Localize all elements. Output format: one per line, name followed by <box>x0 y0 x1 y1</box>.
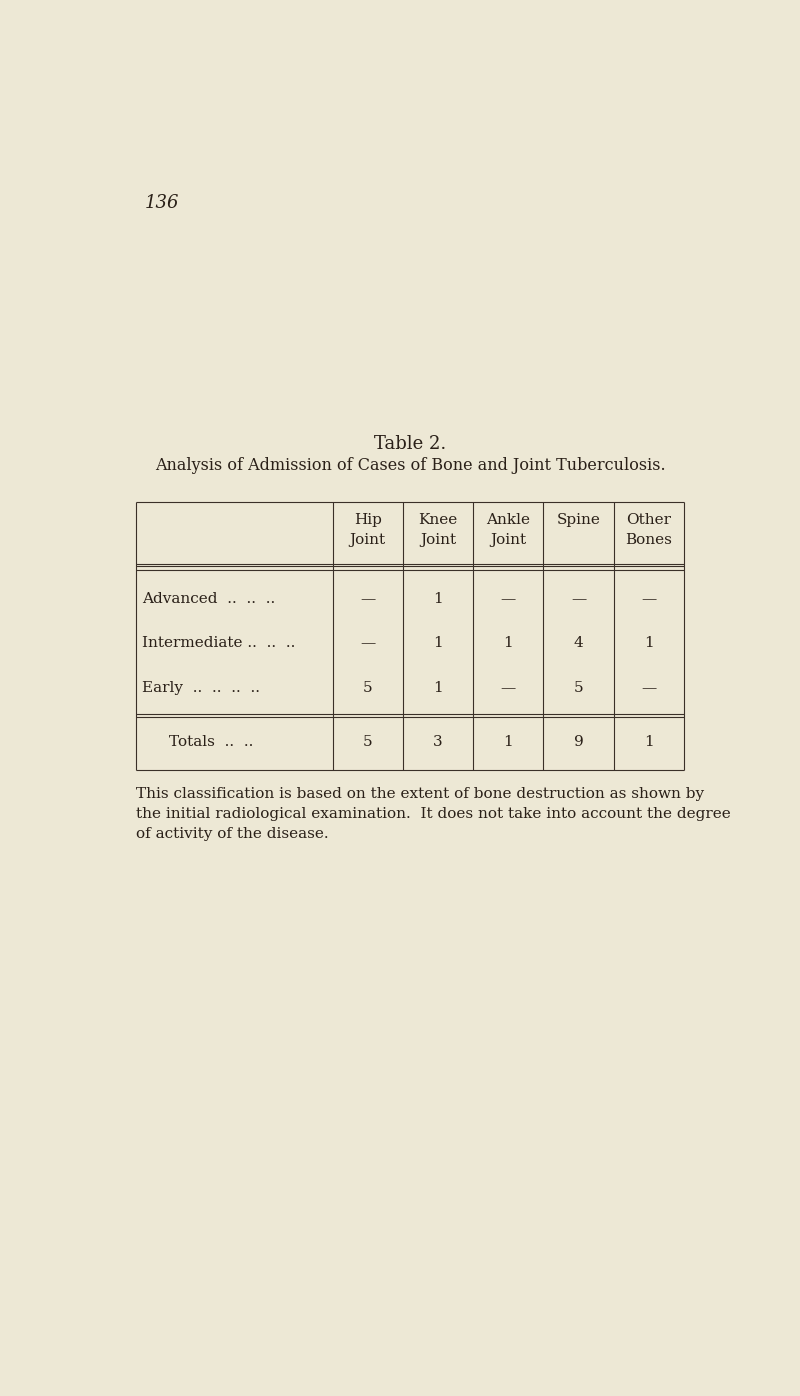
Text: —: — <box>360 592 375 606</box>
Text: —: — <box>360 637 375 651</box>
Text: —: — <box>571 592 586 606</box>
Text: 1: 1 <box>433 637 443 651</box>
Text: Hip
Joint: Hip Joint <box>350 514 386 547</box>
Text: 1: 1 <box>644 734 654 748</box>
Text: 4: 4 <box>574 637 583 651</box>
Text: 5: 5 <box>363 734 373 748</box>
Text: Knee
Joint: Knee Joint <box>418 514 458 547</box>
Text: —: — <box>642 592 657 606</box>
Text: Other
Bones: Other Bones <box>626 514 672 547</box>
Text: 3: 3 <box>433 734 442 748</box>
Text: 1: 1 <box>433 592 443 606</box>
Text: This classification is based on the extent of bone destruction as shown by
the i: This classification is based on the exte… <box>136 786 730 840</box>
Text: Analysis of Admission of Cases of Bone and Joint Tuberculosis.: Analysis of Admission of Cases of Bone a… <box>154 456 666 475</box>
Text: 136: 136 <box>145 194 179 212</box>
Text: 1: 1 <box>644 637 654 651</box>
Text: 1: 1 <box>433 681 443 695</box>
Text: Early  ..  ..  ..  ..: Early .. .. .. .. <box>142 681 260 695</box>
Text: 5: 5 <box>363 681 373 695</box>
Text: Advanced  ..  ..  ..: Advanced .. .. .. <box>142 592 275 606</box>
Text: Totals  ..  ..: Totals .. .. <box>170 734 254 748</box>
Text: Spine: Spine <box>557 514 601 528</box>
Text: 1: 1 <box>503 734 513 748</box>
Text: 1: 1 <box>503 637 513 651</box>
Text: Table 2.: Table 2. <box>374 434 446 452</box>
Text: —: — <box>501 681 516 695</box>
Text: Intermediate ..  ..  ..: Intermediate .. .. .. <box>142 637 295 651</box>
Text: Ankle
Joint: Ankle Joint <box>486 514 530 547</box>
Text: —: — <box>642 681 657 695</box>
Text: —: — <box>501 592 516 606</box>
Text: 5: 5 <box>574 681 583 695</box>
Text: 9: 9 <box>574 734 583 748</box>
